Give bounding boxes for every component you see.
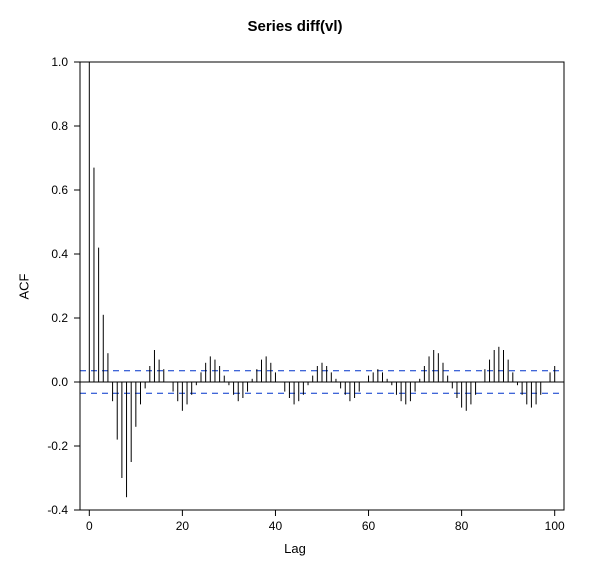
x-tick-label: 60 <box>362 519 376 533</box>
acf-bars <box>89 62 554 497</box>
y-tick-label: 1.0 <box>51 55 68 69</box>
x-tick-label: 40 <box>269 519 283 533</box>
x-tick-label: 20 <box>176 519 190 533</box>
y-tick-label: 0.6 <box>51 183 68 197</box>
x-tick-label: 100 <box>545 519 565 533</box>
x-tick-label: 80 <box>455 519 469 533</box>
plot-box <box>80 62 564 510</box>
chart-frame: Series diff(vl) ACF Lag 020406080100-0.4… <box>0 0 590 584</box>
acf-plot: 0 20 40 60 80 100 -0.4 -0.2 0.0 0.2 0.4 0.6 0.8 1.0 <box>0 0 590 584</box>
y-tick-label: 0.2 <box>51 311 68 325</box>
y-tick-label: -0.4 <box>47 503 68 517</box>
y-tick-label: 0.8 <box>51 119 68 133</box>
x-tick-label: 0 <box>86 519 93 533</box>
y-tick-label: 0.0 <box>51 375 68 389</box>
y-tick-label: 0.4 <box>51 247 68 261</box>
y-tick-label: -0.2 <box>47 439 68 453</box>
